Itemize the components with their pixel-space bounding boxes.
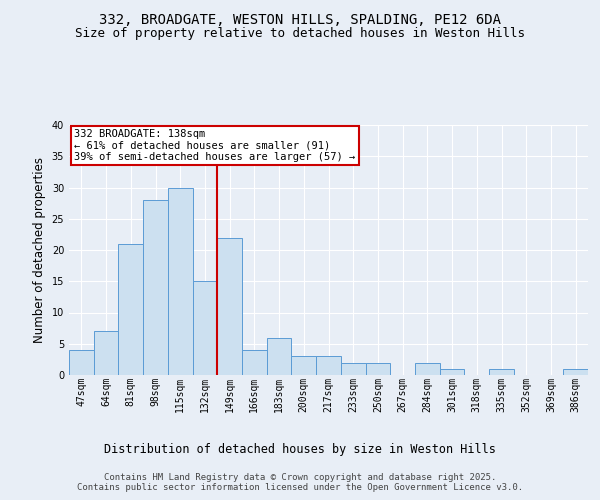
Text: 332, BROADGATE, WESTON HILLS, SPALDING, PE12 6DA: 332, BROADGATE, WESTON HILLS, SPALDING, … [99,12,501,26]
Bar [193,281,217,375]
Bar [341,362,365,375]
Bar [94,331,118,375]
Text: Contains public sector information licensed under the Open Government Licence v3: Contains public sector information licen… [77,484,523,492]
Bar [267,338,292,375]
Bar [69,350,94,375]
Text: Contains HM Land Registry data © Crown copyright and database right 2025.: Contains HM Land Registry data © Crown c… [104,472,496,482]
Bar [563,369,588,375]
Bar [365,362,390,375]
Text: Distribution of detached houses by size in Weston Hills: Distribution of detached houses by size … [104,442,496,456]
Bar [217,238,242,375]
Bar [143,200,168,375]
Text: 332 BROADGATE: 138sqm
← 61% of detached houses are smaller (91)
39% of semi-deta: 332 BROADGATE: 138sqm ← 61% of detached … [74,128,355,162]
Bar [316,356,341,375]
Y-axis label: Number of detached properties: Number of detached properties [33,157,46,343]
Bar [168,188,193,375]
Bar [489,369,514,375]
Bar [415,362,440,375]
Bar [118,244,143,375]
Text: Size of property relative to detached houses in Weston Hills: Size of property relative to detached ho… [75,28,525,40]
Bar [242,350,267,375]
Bar [292,356,316,375]
Bar [440,369,464,375]
